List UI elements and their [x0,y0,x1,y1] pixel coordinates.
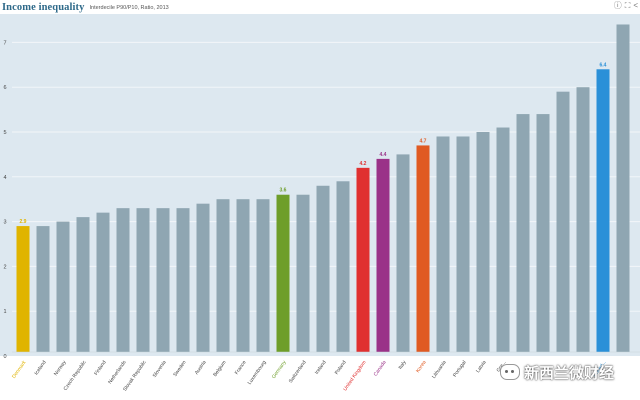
x-tick-label: Ireland [314,360,328,376]
y-tick-label: 6 [3,85,6,91]
share-icon[interactable]: < [633,1,638,10]
bar [456,136,470,352]
y-tick-label: 4 [3,175,6,181]
x-tick-label: Netherlands [107,359,128,385]
x-tick-label: Sweden [172,360,187,378]
x-tick-label: Iceland [33,360,47,377]
bar [556,91,570,353]
y-tick-label: 5 [3,130,6,136]
x-tick-label: Germany [271,359,288,380]
x-tick-label: Latvia [475,360,488,375]
y-tick-label: 7 [3,40,6,46]
x-tick-label: Italy [397,359,407,370]
data-label: 4.4 [380,152,387,158]
bar [116,208,130,352]
data-label: 3.6 [280,188,287,194]
chart-toolbar: ⓘ ⛶ < [614,1,638,11]
x-tick-label: Luxembourg [247,360,268,386]
bar [396,154,410,352]
bar [516,114,530,352]
x-tick-label: France [234,360,248,376]
x-tick-label: Portugal [452,360,468,379]
bar [276,194,290,352]
bar [356,167,370,352]
y-tick-label: 1 [3,309,6,315]
bar [476,132,490,352]
bar [376,158,390,352]
bar [176,208,190,352]
bar [76,217,90,352]
bar [416,145,430,352]
bar [496,127,510,353]
x-tick-label: Korea [415,360,428,375]
x-tick-label: Denmark [11,359,28,379]
x-tick-label: Belgium [212,360,227,378]
bar [136,208,150,352]
bar [196,203,210,352]
bar [576,87,590,352]
x-tick-label: Switzerland [288,360,308,385]
data-label: 4.7 [420,138,427,144]
info-icon[interactable]: ⓘ [613,1,622,10]
wechat-icon [500,364,520,380]
bar [536,114,550,352]
data-label: 6.4 [600,62,607,68]
data-label: 2.9 [20,219,27,225]
x-tick-label: Canada [373,360,388,378]
bar [216,199,230,352]
watermark: 新西兰微财经 [500,360,640,384]
x-tick-label: Slovenia [152,360,168,379]
chart-header: Income inequality Interdecile P90/P10, R… [0,0,640,14]
chart-title: Income inequality [2,1,85,13]
bar [96,212,110,352]
y-tick-label: 0 [3,354,6,360]
bar [436,136,450,352]
bar [596,69,610,352]
x-tick-label: Poland [334,360,348,376]
bar [256,199,270,352]
bar [36,226,50,352]
chart-subtitle: Interdecile P90/P10, Ratio, 2013 [89,4,169,11]
data-label: 4.2 [360,161,367,167]
bar [16,226,30,352]
y-tick-label: 3 [3,220,6,226]
bar [336,181,350,352]
x-tick-label: Austria [194,360,208,376]
y-tick-label: 2 [3,264,6,270]
bar [296,194,310,352]
expand-icon[interactable]: ⛶ [624,1,631,10]
watermark-text: 新西兰微财经 [524,363,615,382]
bar [316,185,330,352]
x-tick-label: Norway [53,359,68,377]
x-tick-label: Finland [93,360,107,377]
bar [236,199,250,352]
bar [56,221,70,352]
bar [616,24,630,352]
x-tick-label: Lithuania [431,360,448,380]
bar [156,208,170,352]
